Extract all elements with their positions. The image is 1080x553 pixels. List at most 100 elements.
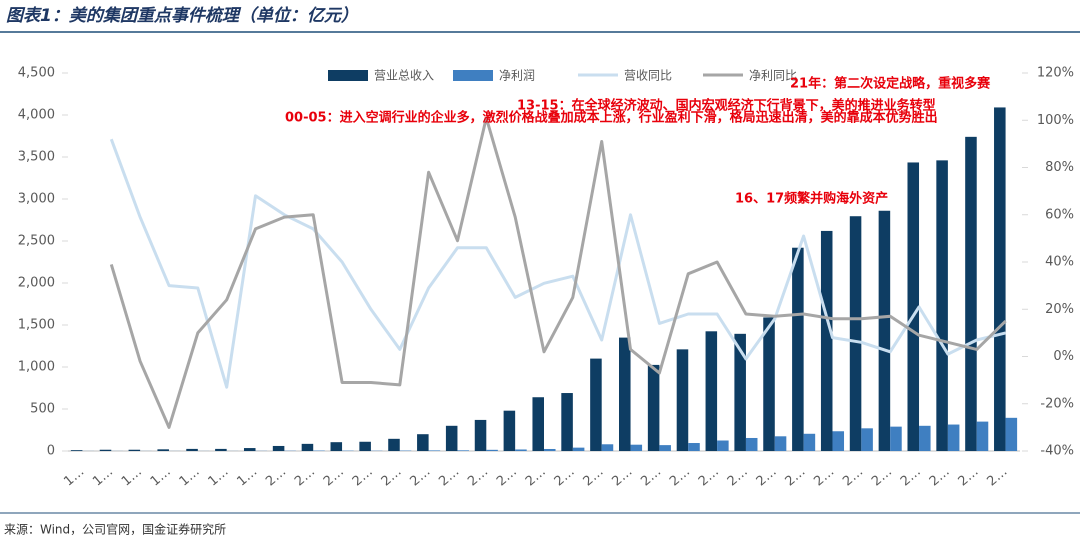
x-tick-label: 2… bbox=[465, 464, 491, 489]
bar bbox=[71, 450, 83, 451]
bar bbox=[417, 434, 429, 451]
bar bbox=[763, 317, 775, 451]
y2-tick-label: -20% bbox=[1040, 396, 1074, 411]
x-tick-label: 1… bbox=[90, 464, 116, 489]
bar bbox=[573, 448, 585, 451]
bar bbox=[879, 211, 891, 451]
bar bbox=[659, 445, 671, 451]
bar bbox=[1006, 418, 1018, 451]
x-tick-label: 2… bbox=[321, 464, 347, 489]
y2-tick-label: 20% bbox=[1045, 302, 1074, 317]
bar bbox=[504, 411, 516, 451]
y-tick-label: 3,500 bbox=[18, 150, 55, 165]
y2-tick-label: 100% bbox=[1037, 113, 1074, 128]
bar bbox=[359, 442, 371, 451]
bar bbox=[244, 448, 256, 451]
bar bbox=[515, 449, 527, 451]
y2-tick-label: 60% bbox=[1045, 207, 1074, 222]
bar bbox=[948, 425, 960, 451]
bar bbox=[648, 365, 660, 451]
x-tick-label: 2… bbox=[840, 464, 866, 489]
x-tick-label: 2… bbox=[638, 464, 664, 489]
x-tick-label: 2… bbox=[292, 464, 318, 489]
bar bbox=[850, 216, 862, 451]
y2-tick-label: -40% bbox=[1040, 444, 1074, 459]
bar bbox=[619, 338, 631, 451]
bar bbox=[429, 450, 441, 451]
x-tick-label: 2… bbox=[927, 464, 953, 489]
bar bbox=[590, 359, 602, 451]
x-tick-label: 2… bbox=[407, 464, 433, 489]
annotation: 21年：第二次设定战略，重视多赛 bbox=[790, 76, 991, 92]
annotation: 16、17频繁并购海外资产 bbox=[735, 191, 888, 207]
bar bbox=[804, 434, 816, 451]
y-tick-label: 0 bbox=[47, 444, 55, 459]
bar bbox=[631, 445, 643, 451]
x-tick-label: 2… bbox=[984, 464, 1010, 489]
bar bbox=[907, 162, 919, 451]
source: 来源：Wind，公司官网，国金证券研究所 bbox=[4, 522, 226, 537]
bar bbox=[388, 439, 400, 451]
x-tick-label: 1… bbox=[206, 464, 232, 489]
bar bbox=[792, 248, 804, 451]
y-tick-label: 4,500 bbox=[18, 66, 55, 81]
x-tick-label: 2… bbox=[379, 464, 405, 489]
bar bbox=[100, 450, 112, 451]
x-tick-label: 1… bbox=[234, 464, 260, 489]
bar bbox=[965, 137, 977, 451]
x-tick-label: 1… bbox=[177, 464, 203, 489]
x-tick-label: 2… bbox=[898, 464, 924, 489]
bar bbox=[273, 446, 285, 451]
chart-title: 图表1：美的集团重点事件梳理（单位：亿元） bbox=[6, 6, 358, 26]
x-tick-label: 2… bbox=[552, 464, 578, 489]
x-tick-label: 2… bbox=[754, 464, 780, 489]
bar bbox=[215, 449, 227, 451]
bar bbox=[821, 231, 833, 451]
bar bbox=[186, 449, 198, 451]
x-tick-label: 1… bbox=[61, 464, 87, 489]
x-tick-label: 2… bbox=[581, 464, 607, 489]
bar bbox=[302, 444, 314, 451]
bar bbox=[544, 449, 556, 451]
y-tick-label: 2,500 bbox=[18, 234, 55, 249]
y2-tick-label: 40% bbox=[1045, 255, 1074, 270]
bar bbox=[446, 426, 458, 451]
x-tick-label: 2… bbox=[869, 464, 895, 489]
bar bbox=[532, 397, 544, 451]
legend-label: 营业总收入 bbox=[374, 69, 434, 83]
bar bbox=[919, 426, 931, 451]
bar bbox=[331, 442, 343, 451]
x-tick-label: 1… bbox=[119, 464, 145, 489]
bar bbox=[994, 107, 1006, 451]
bar bbox=[561, 393, 573, 451]
y2-tick-label: 80% bbox=[1045, 160, 1074, 175]
x-tick-label: 2… bbox=[263, 464, 289, 489]
bar bbox=[746, 438, 758, 451]
x-tick-label: 2… bbox=[494, 464, 520, 489]
x-tick-label: 2… bbox=[523, 464, 549, 489]
x-tick-label: 2… bbox=[350, 464, 376, 489]
y-tick-label: 1,500 bbox=[18, 318, 55, 333]
y-tick-label: 3,000 bbox=[18, 192, 55, 207]
legend-swatch bbox=[328, 70, 368, 81]
x-tick-label: 1… bbox=[148, 464, 174, 489]
bar bbox=[936, 160, 948, 451]
bar bbox=[157, 449, 169, 451]
x-tick-label: 2… bbox=[436, 464, 462, 489]
bar bbox=[717, 441, 729, 452]
y-tick-label: 2,000 bbox=[18, 276, 55, 291]
x-tick-label: 2… bbox=[811, 464, 837, 489]
y-tick-label: 500 bbox=[30, 402, 55, 417]
bar bbox=[688, 443, 700, 451]
bar bbox=[457, 450, 469, 451]
bar bbox=[832, 431, 844, 451]
bar bbox=[775, 436, 787, 451]
bar bbox=[977, 422, 989, 451]
bar bbox=[706, 331, 718, 451]
legend-swatch bbox=[453, 70, 493, 81]
x-tick-label: 2… bbox=[783, 464, 809, 489]
x-tick-label: 2… bbox=[667, 464, 693, 489]
line bbox=[111, 139, 1005, 387]
annotation: 00-05：进入空调行业的企业多，激烈价格战叠加成本上涨，行业盈利下滑，格局迅速… bbox=[285, 110, 938, 126]
